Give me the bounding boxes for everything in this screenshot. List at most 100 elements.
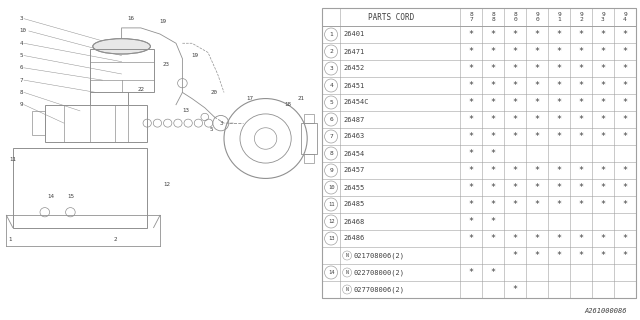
Text: *: * [534,166,540,175]
Text: 9
3: 9 3 [601,12,605,22]
Text: 6: 6 [19,65,22,70]
Text: *: * [600,166,605,175]
Text: *: * [468,183,474,192]
Text: *: * [513,166,518,175]
Text: *: * [623,132,627,141]
Text: 26454: 26454 [343,150,364,156]
Text: 1: 1 [8,237,12,242]
Text: 027708006(2): 027708006(2) [353,286,404,293]
Text: 8: 8 [329,151,333,156]
Text: *: * [623,183,627,192]
Text: *: * [623,81,627,90]
Bar [90,49,154,92]
Text: N: N [346,270,349,275]
Text: 26468: 26468 [343,219,364,225]
Text: *: * [623,47,627,56]
Text: N: N [346,287,349,292]
Text: 1: 1 [329,32,333,37]
Text: *: * [600,234,605,243]
Text: *: * [623,98,627,107]
Text: 5: 5 [19,53,22,58]
Text: 14: 14 [48,194,54,199]
Text: *: * [579,166,584,175]
Text: *: * [490,217,495,226]
Text: 10: 10 [19,28,26,34]
Text: *: * [557,30,561,39]
Text: 5: 5 [209,127,213,132]
Text: *: * [600,30,605,39]
Text: *: * [623,64,627,73]
Text: 22: 22 [138,87,144,92]
Text: 18: 18 [285,102,291,107]
Text: *: * [468,200,474,209]
Text: *: * [468,98,474,107]
Text: *: * [534,132,540,141]
Text: *: * [557,251,561,260]
Text: 26457: 26457 [343,167,364,173]
Bar [32,111,45,135]
Text: *: * [513,234,518,243]
Text: *: * [534,64,540,73]
Text: *: * [557,81,561,90]
Text: 20: 20 [211,90,218,95]
Text: *: * [579,115,584,124]
Text: 3: 3 [219,121,223,126]
Text: *: * [513,132,518,141]
Text: *: * [534,81,540,90]
Text: *: * [623,166,627,175]
Bar [304,154,314,163]
Text: *: * [513,98,518,107]
Text: 9
0: 9 0 [535,12,539,22]
Text: *: * [468,234,474,243]
Text: *: * [623,251,627,260]
Text: 8
0: 8 0 [513,12,517,22]
Text: *: * [579,64,584,73]
Text: *: * [513,47,518,56]
Text: *: * [600,81,605,90]
Text: *: * [468,166,474,175]
Text: *: * [490,81,495,90]
Text: *: * [513,81,518,90]
Text: *: * [490,132,495,141]
Bar [304,114,314,123]
Text: 23: 23 [163,62,170,67]
Text: *: * [468,81,474,90]
Text: *: * [623,234,627,243]
Text: *: * [534,183,540,192]
Text: 022708000(2): 022708000(2) [353,269,404,276]
Text: *: * [579,234,584,243]
Bar [13,148,147,228]
Text: *: * [490,149,495,158]
Text: 21: 21 [298,96,304,101]
Text: 13: 13 [182,108,189,113]
Text: PARTS CORD: PARTS CORD [368,12,414,21]
Text: *: * [513,115,518,124]
Text: 26487: 26487 [343,116,364,123]
Text: *: * [513,285,518,294]
Text: *: * [600,251,605,260]
Text: *: * [534,98,540,107]
Text: 3: 3 [329,66,333,71]
Text: 9
2: 9 2 [579,12,583,22]
Text: *: * [513,30,518,39]
Text: *: * [579,251,584,260]
Text: 26451: 26451 [343,83,364,89]
Text: *: * [557,115,561,124]
Text: 4: 4 [329,83,333,88]
Text: *: * [534,30,540,39]
Text: *: * [579,183,584,192]
Text: *: * [513,251,518,260]
Text: 19: 19 [160,19,166,24]
Text: *: * [513,183,518,192]
Text: *: * [579,98,584,107]
Text: *: * [579,200,584,209]
Text: 12: 12 [163,182,170,187]
Text: *: * [557,64,561,73]
Text: 26401: 26401 [343,31,364,37]
Text: *: * [468,149,474,158]
Text: *: * [623,200,627,209]
Text: 15: 15 [67,194,74,199]
Text: *: * [579,132,584,141]
Text: *: * [557,47,561,56]
Text: *: * [557,166,561,175]
